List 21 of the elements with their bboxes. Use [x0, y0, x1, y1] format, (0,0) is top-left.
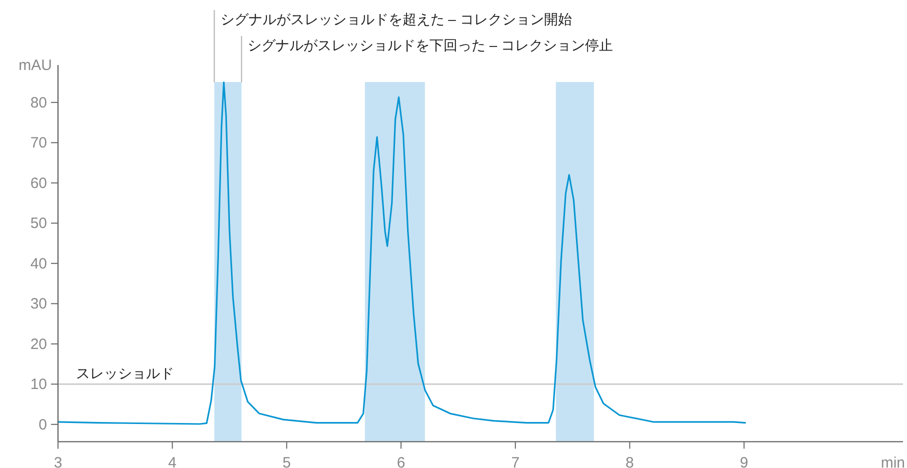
y-tick-label: 0	[38, 416, 47, 434]
ref-line-label: スレッショルド	[76, 365, 174, 382]
annotation: シグナルがスレッショルドを下回った – コレクション停止	[248, 37, 614, 53]
x-tick-label: 8	[626, 454, 634, 468]
y-tick-label: 70	[30, 134, 47, 152]
y-axis-title: mAU	[18, 57, 52, 74]
y-tick-label: 80	[30, 94, 47, 112]
y-tick-label: 50	[30, 215, 47, 232]
y-tick-label: 30	[30, 296, 47, 313]
y-tick-label: 20	[30, 336, 47, 353]
x-axis-title: min	[880, 454, 905, 468]
x-tick-label: 9	[740, 454, 748, 468]
x-tick-label: 5	[282, 454, 291, 468]
annotation: シグナルがスレッショルドを超えた – コレクション開始	[220, 11, 572, 27]
y-tick-label: 10	[30, 376, 47, 394]
x-tick-label: 6	[396, 454, 406, 468]
x-tick-label: 4	[168, 454, 177, 468]
y-tick-label: 40	[30, 255, 47, 272]
x-tick-label: 3	[54, 454, 62, 468]
x-tick-label: 7	[511, 454, 520, 468]
y-tick-label: 60	[30, 174, 47, 192]
